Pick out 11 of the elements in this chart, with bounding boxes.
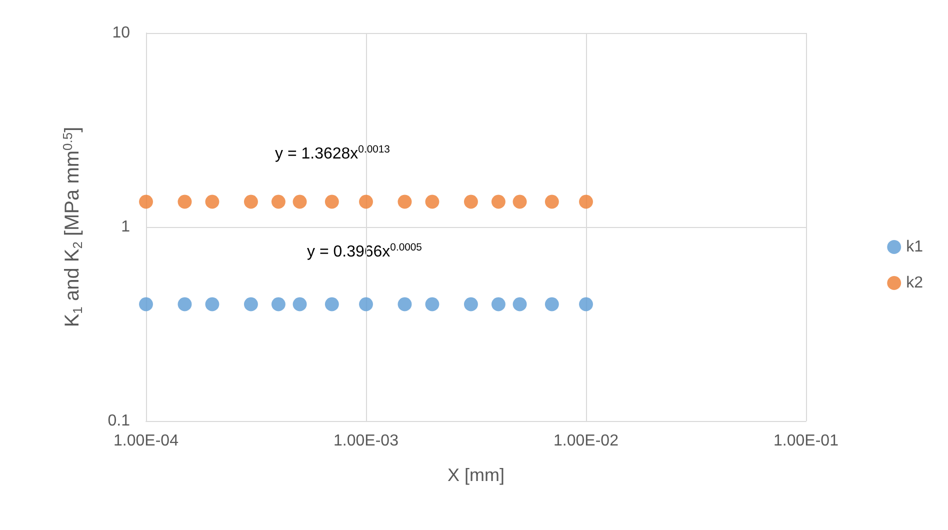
y-tick-label: 10: [112, 24, 130, 42]
y-tick-label: 1: [121, 218, 130, 236]
x-axis-title: X [mm]: [448, 465, 504, 485]
y-axis-title: K1 and K2 [MPa mm0.5]: [60, 126, 85, 328]
legend-label: k2: [906, 274, 924, 292]
x-tick-label: 1.00E-01: [774, 432, 839, 450]
y-tick-label: 0.1: [108, 412, 130, 430]
x-tick-label: 1.00E-04: [114, 432, 179, 450]
x-tick-label: 1.00E-02: [554, 432, 619, 450]
x-tick-label: 1.00E-03: [334, 432, 399, 450]
legend-label: k1: [906, 238, 924, 256]
